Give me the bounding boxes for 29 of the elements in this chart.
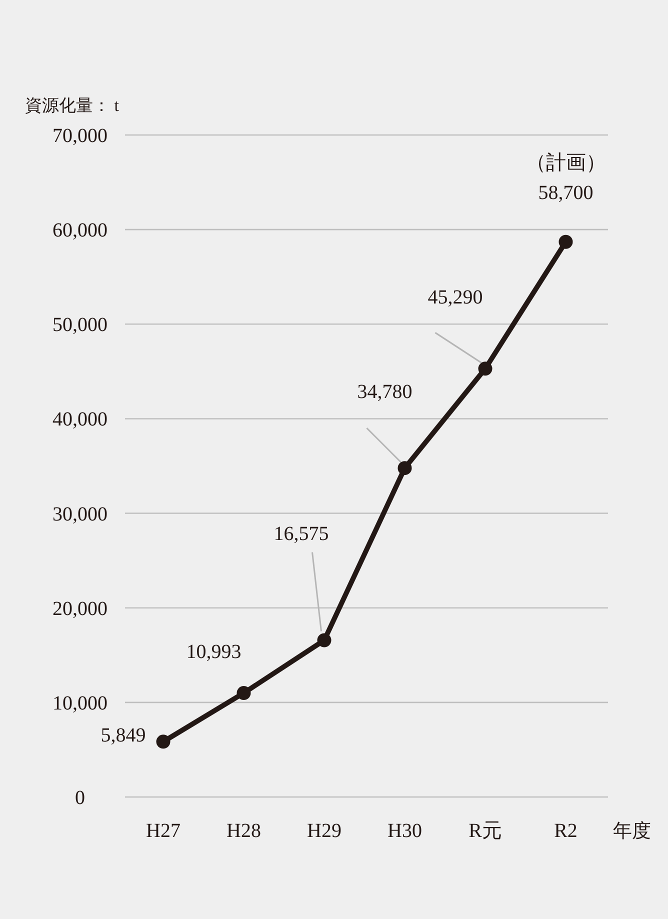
point [317, 633, 332, 648]
x-tick-label: R2 [554, 820, 578, 842]
y-axis-title: 資源化量： t [25, 96, 120, 115]
y-tick-label: 60,000 [52, 220, 108, 242]
data-label: 34,780 [357, 381, 412, 404]
y-tick-label: 50,000 [52, 314, 108, 336]
y-tick-label: 30,000 [52, 503, 108, 526]
data-label: 5,849 [100, 724, 146, 747]
x-tick-label: H28 [226, 820, 261, 842]
x-tick-label: H27 [146, 820, 180, 842]
x-tick-label: H30 [388, 820, 422, 842]
point [558, 234, 573, 249]
y-tick-label: 10,000 [52, 692, 108, 714]
y-tick-label: 70,000 [52, 125, 108, 147]
point [236, 686, 251, 700]
point [398, 461, 412, 476]
point [156, 734, 170, 749]
x-axis-title: 年度 [613, 820, 651, 842]
point [478, 362, 492, 376]
y-tick-label: 0 [75, 787, 85, 809]
annotation: （計画） [526, 152, 606, 174]
data-label: 58,700 [538, 182, 594, 204]
data-label: 10,993 [186, 641, 242, 664]
data-label: 16,575 [274, 523, 329, 546]
x-tick-label: R元 [468, 820, 502, 842]
data-label: 45,290 [428, 286, 483, 309]
y-tick-label: 40,000 [52, 408, 108, 431]
y-tick-label: 20,000 [52, 598, 108, 620]
x-tick-label: H29 [307, 820, 342, 842]
